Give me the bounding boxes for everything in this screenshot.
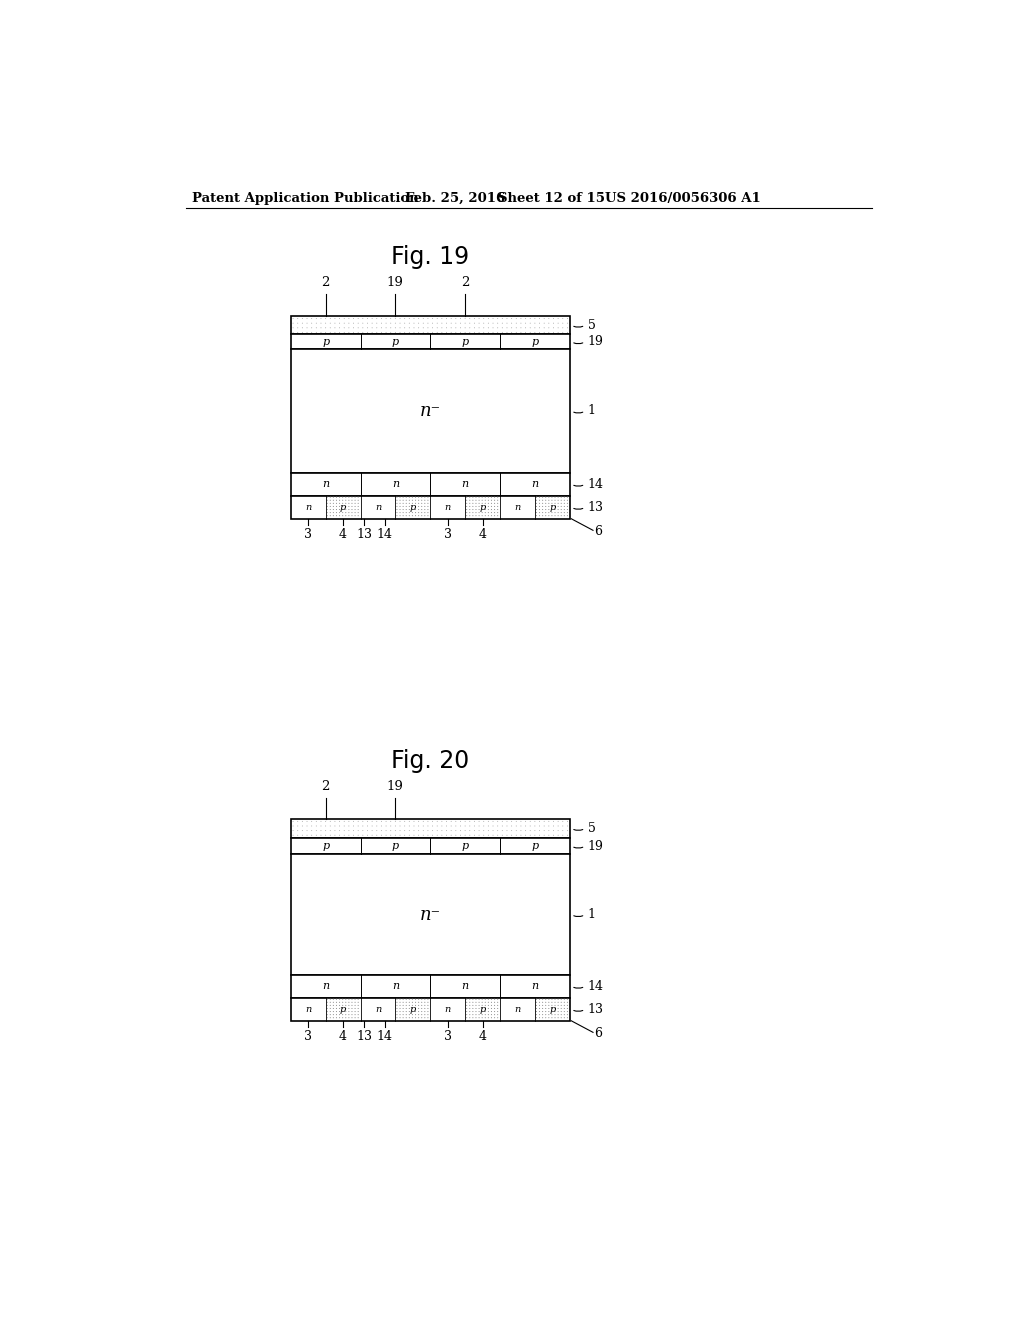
Bar [291, 838, 569, 854]
Text: 14: 14 [377, 528, 393, 541]
Text: 4: 4 [478, 1030, 486, 1043]
Text: p: p [323, 841, 329, 851]
Text: n⁻: n⁻ [420, 403, 440, 420]
Bar [291, 317, 569, 334]
Text: Feb. 25, 2016: Feb. 25, 2016 [406, 191, 506, 205]
Text: p: p [323, 337, 329, 347]
Text: 4: 4 [478, 528, 486, 541]
Text: 3: 3 [443, 528, 452, 541]
Text: n: n [323, 479, 329, 490]
Text: 3: 3 [443, 1030, 452, 1043]
Text: 2: 2 [322, 780, 330, 793]
Text: n: n [305, 503, 311, 512]
Text: 13: 13 [356, 1030, 372, 1043]
Text: 13: 13 [588, 1003, 603, 1016]
Text: n: n [392, 479, 399, 490]
Text: p: p [531, 841, 539, 851]
Text: n: n [375, 1005, 381, 1014]
Text: Fig. 19: Fig. 19 [391, 246, 469, 269]
Bar [291, 854, 569, 974]
Text: p: p [392, 841, 399, 851]
Text: n: n [531, 479, 539, 490]
Text: n⁻: n⁻ [420, 906, 440, 924]
Text: n: n [444, 1005, 451, 1014]
Text: 4: 4 [339, 1030, 347, 1043]
Text: n: n [305, 1005, 311, 1014]
Text: p: p [410, 503, 416, 512]
Text: p: p [479, 503, 485, 512]
Text: n: n [444, 503, 451, 512]
Text: 13: 13 [356, 528, 372, 541]
Text: 3: 3 [304, 528, 312, 541]
Text: n: n [375, 503, 381, 512]
Text: n: n [514, 1005, 520, 1014]
Text: 3: 3 [304, 1030, 312, 1043]
Text: 19: 19 [387, 780, 403, 793]
Text: Patent Application Publication: Patent Application Publication [191, 191, 418, 205]
Text: Fig. 20: Fig. 20 [391, 750, 469, 774]
Text: n: n [392, 981, 399, 991]
Bar [291, 495, 569, 519]
Text: US 2016/0056306 A1: US 2016/0056306 A1 [604, 191, 761, 205]
Text: p: p [549, 1005, 555, 1014]
Text: p: p [549, 503, 555, 512]
Text: p: p [392, 337, 399, 347]
Text: 14: 14 [377, 1030, 393, 1043]
Text: n: n [462, 981, 469, 991]
Bar [291, 974, 569, 998]
Text: 1: 1 [588, 404, 596, 417]
Text: 2: 2 [461, 276, 469, 289]
Text: 19: 19 [588, 840, 603, 853]
Text: 6: 6 [595, 1027, 602, 1040]
Text: p: p [410, 1005, 416, 1014]
Text: 14: 14 [588, 979, 603, 993]
Text: 5: 5 [588, 318, 595, 331]
Text: p: p [462, 337, 469, 347]
Text: 6: 6 [595, 525, 602, 539]
Text: p: p [340, 503, 346, 512]
Text: Sheet 12 of 15: Sheet 12 of 15 [498, 191, 605, 205]
Text: n: n [462, 479, 469, 490]
Bar [291, 818, 569, 838]
Text: p: p [462, 841, 469, 851]
Text: 19: 19 [387, 276, 403, 289]
Text: 5: 5 [588, 822, 595, 834]
Text: p: p [340, 1005, 346, 1014]
Text: 2: 2 [322, 276, 330, 289]
Text: n: n [531, 981, 539, 991]
Text: n: n [514, 503, 520, 512]
Bar [291, 998, 569, 1020]
Text: 19: 19 [588, 335, 603, 348]
Text: p: p [531, 337, 539, 347]
Text: n: n [323, 981, 329, 991]
Text: 1: 1 [588, 908, 596, 921]
Text: 4: 4 [339, 528, 347, 541]
Text: p: p [479, 1005, 485, 1014]
Bar [291, 334, 569, 350]
Text: 14: 14 [588, 478, 603, 491]
Text: 13: 13 [588, 500, 603, 513]
Bar [291, 350, 569, 473]
Bar [291, 473, 569, 496]
